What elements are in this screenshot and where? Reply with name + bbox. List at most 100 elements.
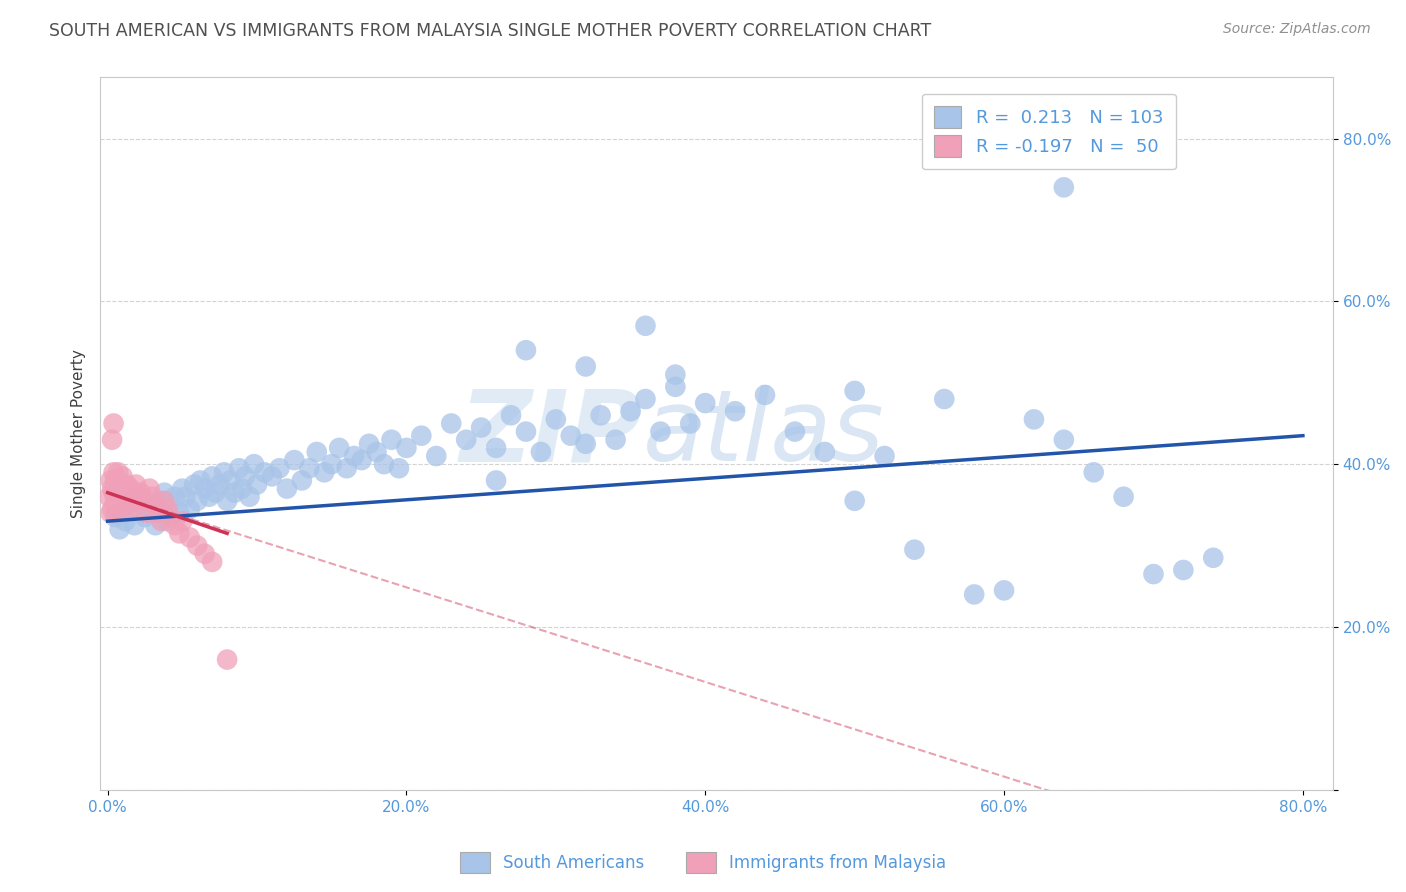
Point	[231, 482, 253, 496]
Point	[118, 482, 141, 496]
Point	[132, 493, 155, 508]
Point	[101, 433, 124, 447]
Point	[664, 368, 686, 382]
Point	[1142, 567, 1164, 582]
Point	[560, 428, 582, 442]
Point	[395, 441, 418, 455]
Point	[138, 482, 160, 496]
Point	[111, 482, 134, 496]
Point	[212, 465, 235, 479]
Point	[233, 469, 256, 483]
Point	[650, 425, 672, 439]
Point	[470, 420, 492, 434]
Point	[172, 514, 194, 528]
Point	[163, 490, 186, 504]
Text: ZIP: ZIP	[460, 385, 643, 483]
Point	[357, 437, 380, 451]
Point	[314, 465, 336, 479]
Point	[107, 465, 129, 479]
Point	[724, 404, 747, 418]
Point	[366, 445, 388, 459]
Point	[679, 417, 702, 431]
Point	[456, 433, 478, 447]
Point	[104, 510, 127, 524]
Point	[515, 343, 537, 358]
Text: Source: ZipAtlas.com: Source: ZipAtlas.com	[1223, 22, 1371, 37]
Point	[148, 506, 170, 520]
Point	[291, 474, 314, 488]
Point	[117, 498, 139, 512]
Point	[100, 474, 122, 488]
Point	[100, 506, 122, 520]
Point	[145, 498, 167, 512]
Point	[174, 490, 197, 504]
Point	[380, 433, 402, 447]
Point	[111, 469, 134, 483]
Point	[321, 457, 343, 471]
Point	[664, 380, 686, 394]
Point	[485, 441, 508, 455]
Point	[136, 498, 159, 512]
Point	[634, 392, 657, 406]
Point	[411, 428, 433, 442]
Point	[103, 417, 125, 431]
Point	[118, 493, 141, 508]
Point	[530, 445, 553, 459]
Point	[135, 506, 157, 520]
Point	[108, 498, 131, 512]
Point	[103, 465, 125, 479]
Point	[228, 461, 250, 475]
Point	[634, 318, 657, 333]
Point	[201, 555, 224, 569]
Point	[485, 474, 508, 488]
Point	[695, 396, 717, 410]
Point	[141, 506, 163, 520]
Point	[141, 490, 163, 504]
Point	[114, 514, 136, 528]
Point	[204, 485, 226, 500]
Point	[336, 461, 359, 475]
Point	[179, 502, 201, 516]
Point	[107, 490, 129, 504]
Point	[112, 493, 135, 508]
Point	[153, 493, 176, 508]
Point	[1173, 563, 1195, 577]
Point	[544, 412, 567, 426]
Point	[1053, 433, 1076, 447]
Point	[101, 482, 124, 496]
Point	[150, 514, 173, 528]
Point	[110, 485, 132, 500]
Point	[238, 490, 260, 504]
Point	[1083, 465, 1105, 479]
Point	[105, 502, 128, 516]
Point	[115, 477, 138, 491]
Point	[246, 477, 269, 491]
Point	[149, 493, 172, 508]
Point	[1112, 490, 1135, 504]
Point	[129, 490, 152, 504]
Point	[179, 531, 201, 545]
Point	[298, 461, 321, 475]
Point	[125, 477, 148, 491]
Point	[114, 490, 136, 504]
Point	[108, 477, 131, 491]
Point	[328, 441, 350, 455]
Point	[186, 539, 208, 553]
Point	[283, 453, 305, 467]
Point	[108, 522, 131, 536]
Point	[575, 437, 598, 451]
Point	[373, 457, 395, 471]
Point	[783, 425, 806, 439]
Point	[194, 547, 217, 561]
Y-axis label: Single Mother Poverty: Single Mother Poverty	[72, 349, 86, 518]
Point	[169, 506, 191, 520]
Legend: South Americans, Immigrants from Malaysia: South Americans, Immigrants from Malaysi…	[453, 846, 953, 880]
Point	[350, 453, 373, 467]
Point	[305, 445, 328, 459]
Point	[276, 482, 298, 496]
Point	[217, 652, 239, 666]
Text: atlas: atlas	[643, 385, 884, 483]
Point	[186, 493, 208, 508]
Point	[260, 469, 283, 483]
Point	[425, 449, 447, 463]
